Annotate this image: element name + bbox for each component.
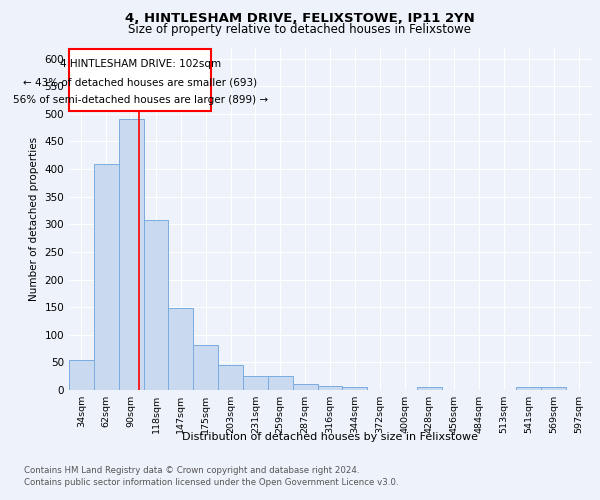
Bar — [69, 360, 94, 390]
Text: ← 43% of detached houses are smaller (693): ← 43% of detached houses are smaller (69… — [23, 78, 257, 88]
Bar — [243, 376, 268, 390]
Bar — [541, 387, 566, 390]
Text: Size of property relative to detached houses in Felixstowe: Size of property relative to detached ho… — [128, 24, 472, 36]
FancyBboxPatch shape — [70, 48, 211, 111]
Bar — [317, 386, 343, 390]
Y-axis label: Number of detached properties: Number of detached properties — [29, 136, 39, 301]
Bar — [343, 387, 367, 390]
Bar — [119, 120, 143, 390]
Bar — [143, 220, 169, 390]
Text: Distribution of detached houses by size in Felixstowe: Distribution of detached houses by size … — [182, 432, 478, 442]
Text: Contains HM Land Registry data © Crown copyright and database right 2024.: Contains HM Land Registry data © Crown c… — [24, 466, 359, 475]
Text: Contains public sector information licensed under the Open Government Licence v3: Contains public sector information licen… — [24, 478, 398, 487]
Bar — [94, 164, 119, 390]
Text: 4, HINTLESHAM DRIVE, FELIXSTOWE, IP11 2YN: 4, HINTLESHAM DRIVE, FELIXSTOWE, IP11 2Y… — [125, 12, 475, 26]
Bar — [417, 387, 442, 390]
Bar — [293, 384, 317, 390]
Bar — [193, 344, 218, 390]
Bar — [517, 387, 541, 390]
Bar — [268, 376, 293, 390]
Bar — [218, 365, 243, 390]
Text: 56% of semi-detached houses are larger (899) →: 56% of semi-detached houses are larger (… — [13, 95, 268, 105]
Bar — [169, 308, 193, 390]
Text: 4 HINTLESHAM DRIVE: 102sqm: 4 HINTLESHAM DRIVE: 102sqm — [59, 59, 221, 69]
